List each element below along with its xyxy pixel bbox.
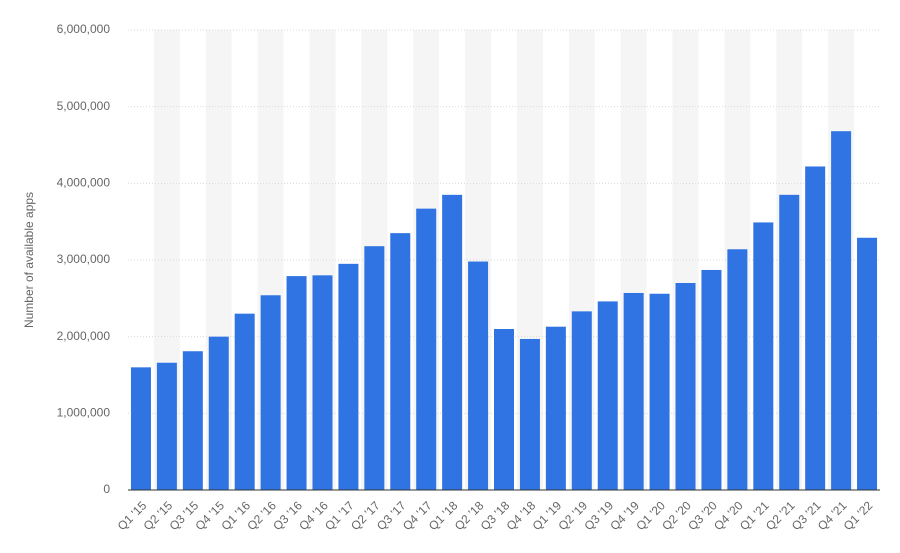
bars <box>130 131 878 491</box>
bar[interactable] <box>805 166 826 490</box>
y-axis-label: Number of available apps <box>22 192 36 328</box>
bar[interactable] <box>286 276 307 490</box>
bar[interactable] <box>623 292 644 490</box>
bar[interactable] <box>312 275 333 490</box>
bar[interactable] <box>416 208 437 490</box>
bar[interactable] <box>260 295 281 490</box>
bar[interactable] <box>156 362 177 490</box>
bar[interactable] <box>571 311 592 490</box>
bar[interactable] <box>468 261 489 490</box>
bar[interactable] <box>779 194 800 491</box>
bar[interactable] <box>182 351 203 490</box>
x-tick-label: Q1 '22 <box>841 498 876 533</box>
bar[interactable] <box>519 338 540 490</box>
bar[interactable] <box>753 222 774 490</box>
bar[interactable] <box>675 283 696 490</box>
y-tick-label: 2,000,000 <box>57 329 111 343</box>
bar[interactable] <box>649 293 670 490</box>
y-axis: 0 1,000,000 2,000,000 3,000,000 4,000,000 5,0… <box>57 22 111 496</box>
bar[interactable] <box>390 233 411 490</box>
bar[interactable] <box>208 336 229 490</box>
bar[interactable] <box>130 367 151 490</box>
bar[interactable] <box>338 263 359 490</box>
y-tick-label: 4,000,000 <box>57 176 111 190</box>
bar[interactable] <box>234 313 255 490</box>
bar[interactable] <box>701 269 722 490</box>
y-tick-label: 6,000,000 <box>57 22 111 36</box>
y-tick-label: 1,000,000 <box>57 406 111 420</box>
bar[interactable] <box>857 237 878 490</box>
bar[interactable] <box>597 301 618 490</box>
bar[interactable] <box>831 131 852 490</box>
bar[interactable] <box>727 249 748 490</box>
bar[interactable] <box>364 246 385 490</box>
bar[interactable] <box>494 329 514 490</box>
y-tick-label: 5,000,000 <box>57 99 111 113</box>
bar[interactable] <box>545 326 566 490</box>
bar[interactable] <box>442 194 463 491</box>
y-tick-label: 3,000,000 <box>57 252 111 266</box>
y-tick-label: 0 <box>103 482 110 496</box>
